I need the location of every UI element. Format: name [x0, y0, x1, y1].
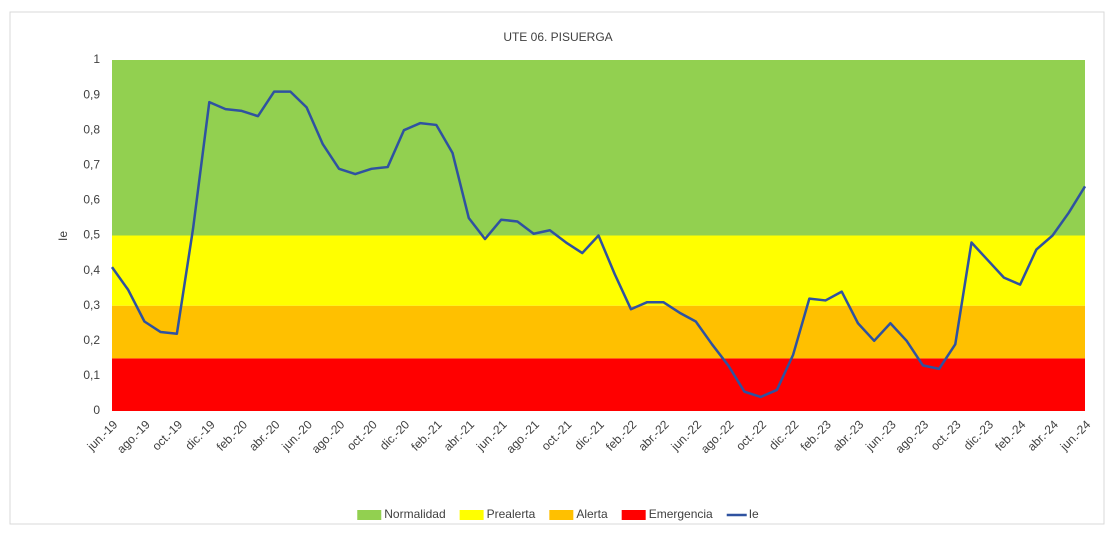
legend-label: Ie [749, 507, 759, 521]
y-tick-label: 0,2 [83, 333, 100, 347]
y-tick-label: 0,1 [83, 368, 100, 382]
band [112, 60, 1085, 236]
y-axis-title: Ie [56, 231, 70, 241]
legend-swatch [549, 510, 574, 520]
y-tick-label: 0,8 [83, 122, 100, 136]
y-tick-label: 0,4 [83, 263, 100, 277]
y-tick-label: 0,7 [83, 157, 100, 171]
chart-title: UTE 06. PISUERGA [503, 30, 612, 44]
legend-swatch [621, 510, 646, 520]
y-tick-label: 0,5 [83, 228, 100, 242]
band [112, 305, 1085, 359]
line-series [110, 90, 1087, 399]
legend-swatch [357, 510, 382, 520]
band [112, 358, 1085, 411]
legend-label: Alerta [576, 507, 608, 521]
legend-swatch [459, 510, 484, 520]
legend-label: Prealerta [487, 507, 536, 521]
legend: Normalidad Prealerta Alerta Emergencia Ie [357, 507, 759, 521]
y-tick-label: 0,3 [83, 298, 100, 312]
band [112, 235, 1085, 306]
y-tick-label: 0,9 [83, 87, 100, 101]
legend-label: Normalidad [384, 507, 445, 521]
y-tick-label: 0 [93, 403, 100, 417]
y-tick-label: 0,6 [83, 193, 100, 207]
legend-label: Emergencia [649, 507, 713, 521]
y-tick-label: 1 [93, 52, 100, 66]
